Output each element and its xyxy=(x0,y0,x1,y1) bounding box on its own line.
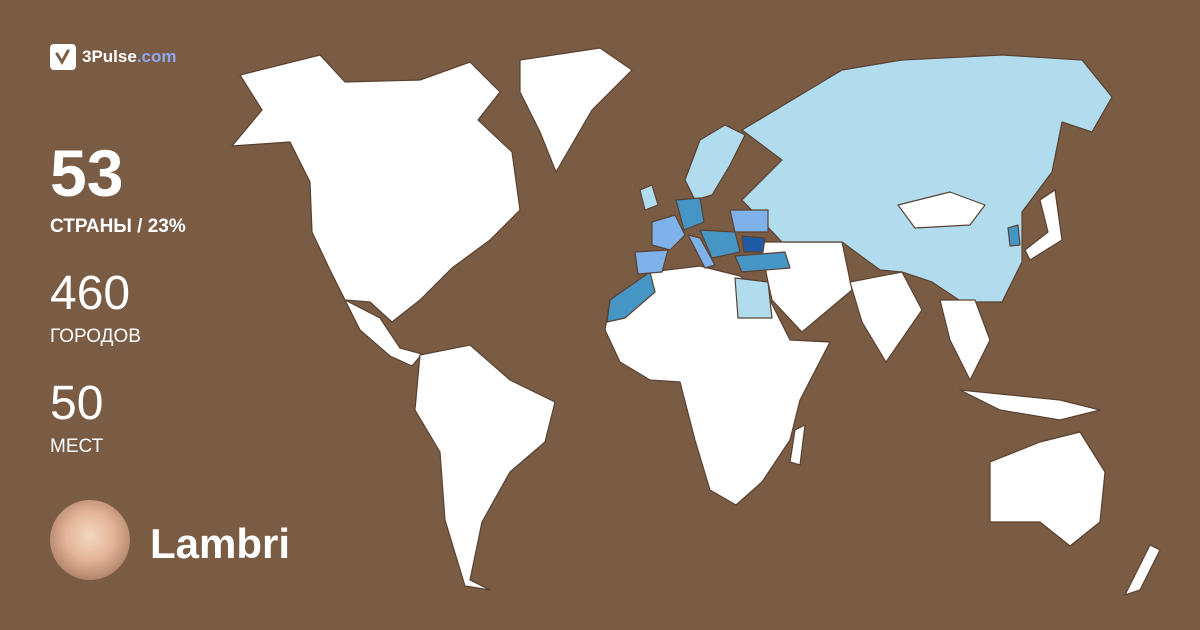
cities-label: ГОРОДОВ xyxy=(50,326,141,347)
uk xyxy=(639,184,659,211)
greenland xyxy=(519,47,633,173)
south-america xyxy=(414,344,556,591)
france xyxy=(651,214,686,251)
mongolia xyxy=(897,191,986,229)
brand-name: 3Pulse.com xyxy=(82,47,177,66)
countries-label: СТРАНЫ / 23% xyxy=(50,216,186,237)
brand-logo[interactable]: 3Pulse.com xyxy=(50,44,177,70)
africa xyxy=(604,265,831,506)
ukraine xyxy=(729,209,769,233)
places-count: 50 xyxy=(50,377,104,430)
checkmark-icon xyxy=(50,44,76,70)
spain xyxy=(634,249,669,275)
north-america xyxy=(231,54,521,323)
cities-count: 460 xyxy=(50,267,131,320)
central-america xyxy=(344,299,423,367)
japan xyxy=(1024,189,1063,261)
southeast-asia xyxy=(939,299,991,381)
scandinavia xyxy=(684,124,746,201)
italy xyxy=(687,234,716,269)
germany xyxy=(675,197,705,231)
balkans xyxy=(699,229,741,259)
countries-count: 53 xyxy=(50,136,124,210)
korea xyxy=(1007,224,1021,247)
turkey xyxy=(734,251,791,273)
egypt xyxy=(734,277,773,319)
morocco xyxy=(606,271,656,323)
bulgaria xyxy=(741,235,766,253)
india xyxy=(849,271,923,363)
new-zealand xyxy=(1124,544,1161,596)
avatar xyxy=(50,500,130,580)
user-name: Lambri xyxy=(150,520,291,567)
australia xyxy=(989,431,1106,547)
places-label: МЕСТ xyxy=(50,436,104,457)
madagascar xyxy=(789,424,806,466)
indonesia xyxy=(959,389,1101,421)
